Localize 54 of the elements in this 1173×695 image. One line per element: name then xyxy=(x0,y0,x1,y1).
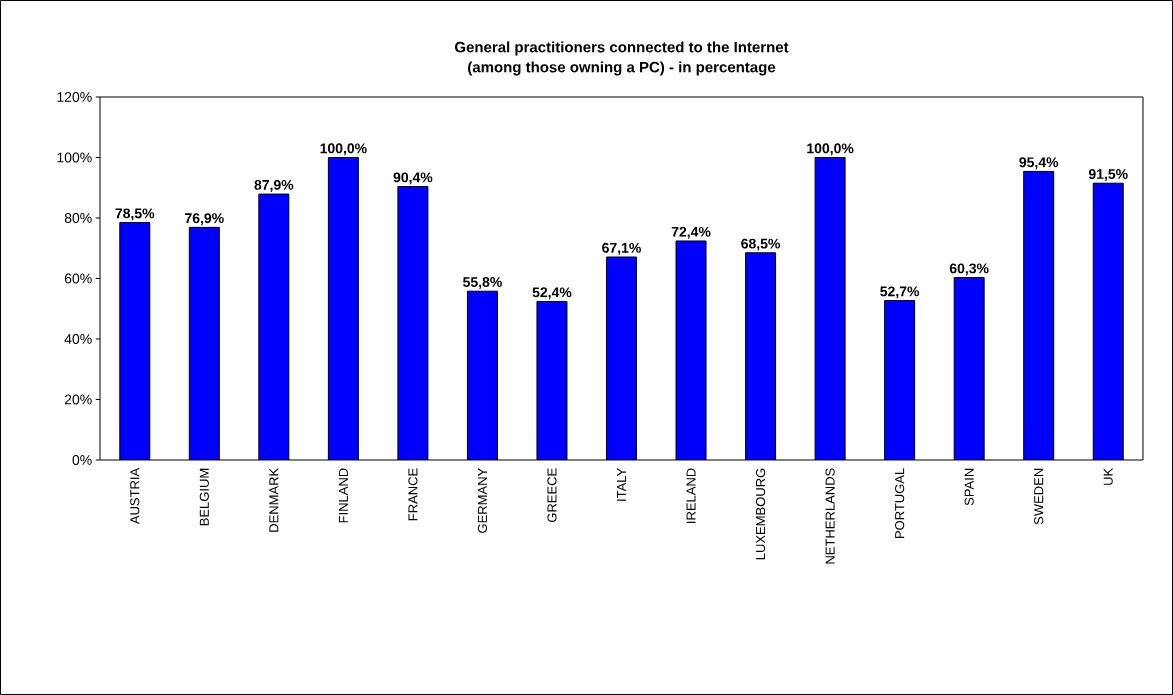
x-tick-label: DENMARK xyxy=(269,467,279,532)
bar xyxy=(536,300,568,460)
bar xyxy=(258,193,290,460)
y-tick-label: 100% xyxy=(57,152,92,163)
data-label: 76,9% xyxy=(185,213,224,226)
x-tick-label: LUXEMBOURG xyxy=(755,468,766,560)
bar xyxy=(327,156,359,460)
bar xyxy=(675,240,707,460)
bar xyxy=(1023,170,1055,460)
data-label: 78,5% xyxy=(115,208,155,221)
data-label: 87,9% xyxy=(254,179,294,192)
x-tick-label: GREECE xyxy=(547,468,557,523)
data-label: 91,5% xyxy=(1088,169,1128,181)
bar xyxy=(745,252,777,460)
data-label: 100,0% xyxy=(320,143,367,156)
bar xyxy=(884,300,916,460)
y-tick-label: 120% xyxy=(57,92,92,102)
y-tick-label: 40% xyxy=(64,334,92,344)
bar xyxy=(1092,182,1124,460)
bar xyxy=(119,222,151,460)
y-tick-label: 20% xyxy=(64,394,92,405)
data-label: 67,1% xyxy=(602,242,641,255)
data-label: 95,4% xyxy=(1019,157,1059,170)
x-tick-label: NETHERLANDS xyxy=(825,468,835,564)
bar xyxy=(814,156,846,460)
chart-title: General practitioners connected to the Internet xyxy=(455,41,789,56)
x-tick-label: SPAIN xyxy=(964,468,974,506)
x-tick-label: FINLAND xyxy=(338,468,348,523)
bar xyxy=(466,290,498,460)
x-tick-label: BELGIUM xyxy=(199,468,209,526)
y-tick-label: 0% xyxy=(72,455,92,465)
data-label: 55,8% xyxy=(463,277,502,289)
bar xyxy=(397,186,429,460)
x-tick-label: UK xyxy=(1103,467,1113,485)
x-tick-label: GERMANY xyxy=(477,468,488,533)
data-label: 52,4% xyxy=(532,287,572,300)
data-label: 60,3% xyxy=(949,263,989,276)
data-label: 90,4% xyxy=(393,172,433,185)
bar xyxy=(188,226,220,460)
x-tick-label: AUSTRIA xyxy=(130,467,140,525)
bar xyxy=(606,256,637,460)
bar xyxy=(953,277,985,460)
y-tick-label: 60% xyxy=(64,273,92,284)
data-label: 72,4% xyxy=(671,226,711,239)
chart-subtitle: (among those owning a PC) - in percentage xyxy=(468,61,776,76)
x-tick-label: PORTUGAL xyxy=(895,468,905,538)
data-label: 100,0% xyxy=(807,143,854,156)
x-tick-label: FRANCE xyxy=(408,468,418,521)
x-tick-label: ITALY xyxy=(617,468,626,501)
x-tick-label: IRELAND xyxy=(686,468,696,523)
data-label: 68,5% xyxy=(741,238,781,251)
data-label: 52,7% xyxy=(880,286,920,299)
x-tick-label: SWEDEN xyxy=(1034,468,1044,525)
y-tick-label: 80% xyxy=(64,213,92,223)
